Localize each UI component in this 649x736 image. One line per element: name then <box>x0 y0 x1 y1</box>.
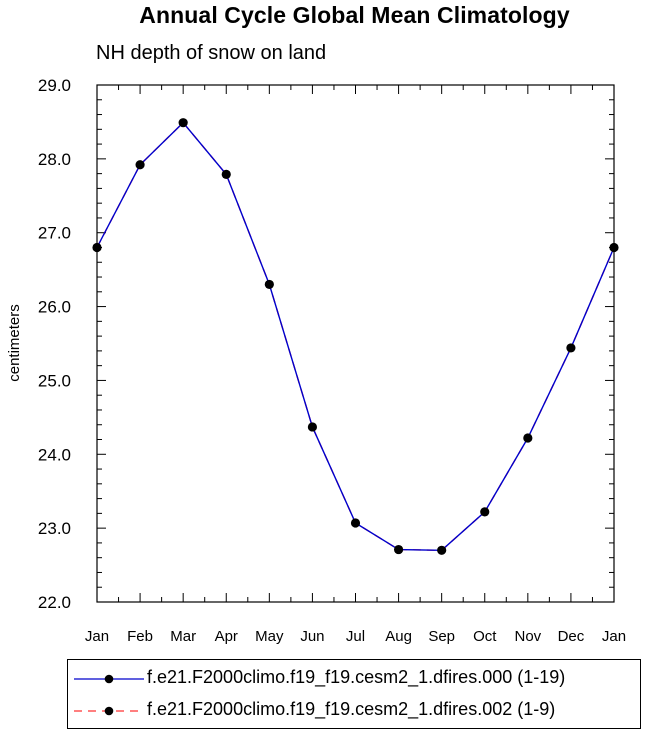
data-point <box>566 343 576 353</box>
y-tick-label: 26.0 <box>38 298 71 317</box>
y-tick-label: 23.0 <box>38 519 71 538</box>
x-tick-label: Dec <box>558 628 585 645</box>
data-point <box>178 118 188 128</box>
legend: f.e21.F2000climo.f19_f19.cesm2_1.dfires.… <box>67 659 641 729</box>
y-tick-label: 25.0 <box>38 371 71 390</box>
legend-item-0: f.e21.F2000climo.f19_f19.cesm2_1.dfires.… <box>68 664 640 694</box>
data-point <box>135 160 145 170</box>
axis-labels: 22.0 23.0 24.0 25.0 26.0 27.0 28.0 29.0 Jan Feb Ma… <box>38 76 626 645</box>
x-tick-label: Jan <box>602 628 626 645</box>
series-line-1 <box>96 121 615 552</box>
data-point <box>523 433 533 443</box>
series-layer <box>92 118 619 555</box>
legend-marker-1 <box>104 706 114 716</box>
data-point <box>307 422 318 432</box>
plot-frame <box>96 84 615 603</box>
data-point <box>264 279 274 290</box>
chart-title: Annual Cycle Global Mean Climatology <box>139 2 570 28</box>
x-tick-label: Aug <box>385 628 412 645</box>
y-tick-label: 29.0 <box>38 76 71 95</box>
series-line-0 <box>96 121 615 552</box>
data-point <box>393 544 404 555</box>
y-axis-label: centimeters <box>6 304 23 382</box>
data-point <box>350 518 361 528</box>
y-tick-label: 27.0 <box>38 224 71 243</box>
x-tick-label: Nov <box>514 628 541 645</box>
data-point <box>480 507 490 517</box>
legend-label-1: f.e21.F2000climo.f19_f19.cesm2_1.dfires.… <box>147 699 556 719</box>
y-tick-label: 28.0 <box>38 150 71 169</box>
y-tick-label: 22.0 <box>38 593 71 612</box>
y-tick-label: 24.0 <box>38 445 71 464</box>
legend-label-0: f.e21.F2000climo.f19_f19.cesm2_1.dfires.… <box>147 667 566 687</box>
x-tick-label: Jul <box>346 628 365 645</box>
legend-marker-0 <box>104 674 114 684</box>
legend-swatch-1 <box>74 706 144 716</box>
x-tick-label: Oct <box>473 628 497 645</box>
legend-swatch-0 <box>74 674 144 684</box>
x-tick-label: Mar <box>170 628 196 645</box>
data-point <box>437 545 447 555</box>
x-tick-label: Sep <box>428 628 455 645</box>
legend-item-1: f.e21.F2000climo.f19_f19.cesm2_1.dfires.… <box>68 696 640 726</box>
x-tick-label: May <box>255 628 284 645</box>
x-tick-label: Jun <box>300 628 324 645</box>
line-chart: 22.0 23.0 24.0 25.0 26.0 27.0 28.0 29.0 Jan Feb Ma… <box>6 76 626 645</box>
data-point <box>221 169 231 179</box>
x-tick-label: Feb <box>127 628 153 645</box>
x-tick-label: Jan <box>85 628 109 645</box>
x-tick-label: Apr <box>215 628 238 645</box>
chart-subtitle: NH depth of snow on land <box>96 42 327 64</box>
